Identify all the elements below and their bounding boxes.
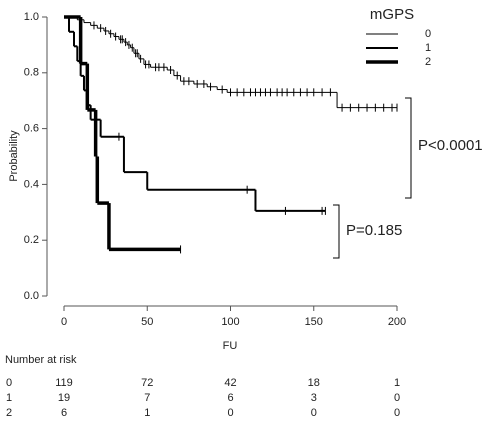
risk-count: 0 [394, 392, 400, 404]
bracket [333, 204, 340, 259]
y-tick-label: 0.0 [24, 290, 39, 302]
x-tick-label: 200 [388, 316, 406, 328]
legend-label: 1 [425, 42, 431, 54]
legend-label: 0 [425, 28, 431, 40]
x-tick-label: 50 [141, 316, 153, 328]
annotation: P=0.185 [346, 222, 402, 239]
legend-title: mGPS [370, 6, 414, 23]
y-tick-label: 0.8 [24, 67, 39, 79]
risk-group: 0 [6, 377, 12, 389]
risk-count: 72 [141, 377, 153, 389]
risk-count: 7 [144, 392, 150, 404]
annotation: P<0.0001 [418, 137, 483, 154]
x-tick-label: 100 [221, 316, 239, 328]
y-axis-label: Probability [8, 130, 20, 182]
y-tick-label: 0.4 [24, 178, 39, 190]
risk-count: 18 [308, 377, 320, 389]
risk-group: 1 [6, 392, 12, 404]
x-axis-label: FU [223, 340, 238, 352]
risk-count: 1 [144, 407, 150, 419]
risk-count: 3 [311, 392, 317, 404]
y-tick-label: 0.2 [24, 234, 39, 246]
risk-count: 0 [227, 407, 233, 419]
risk-table-title: Number at risk [5, 354, 77, 366]
risk-count: 42 [224, 377, 236, 389]
bracket [405, 97, 412, 199]
legend-label: 2 [425, 56, 431, 68]
risk-count: 6 [61, 407, 67, 419]
y-tick-label: 1.0 [24, 11, 39, 23]
risk-count: 19 [58, 392, 70, 404]
risk-count: 1 [394, 377, 400, 389]
x-tick-label: 150 [305, 316, 323, 328]
risk-count: 0 [394, 407, 400, 419]
risk-count: 119 [55, 377, 73, 389]
risk-group: 2 [6, 407, 12, 419]
risk-count: 6 [227, 392, 233, 404]
y-tick-label: 0.6 [24, 123, 39, 135]
x-tick-label: 0 [61, 316, 67, 328]
risk-count: 0 [311, 407, 317, 419]
